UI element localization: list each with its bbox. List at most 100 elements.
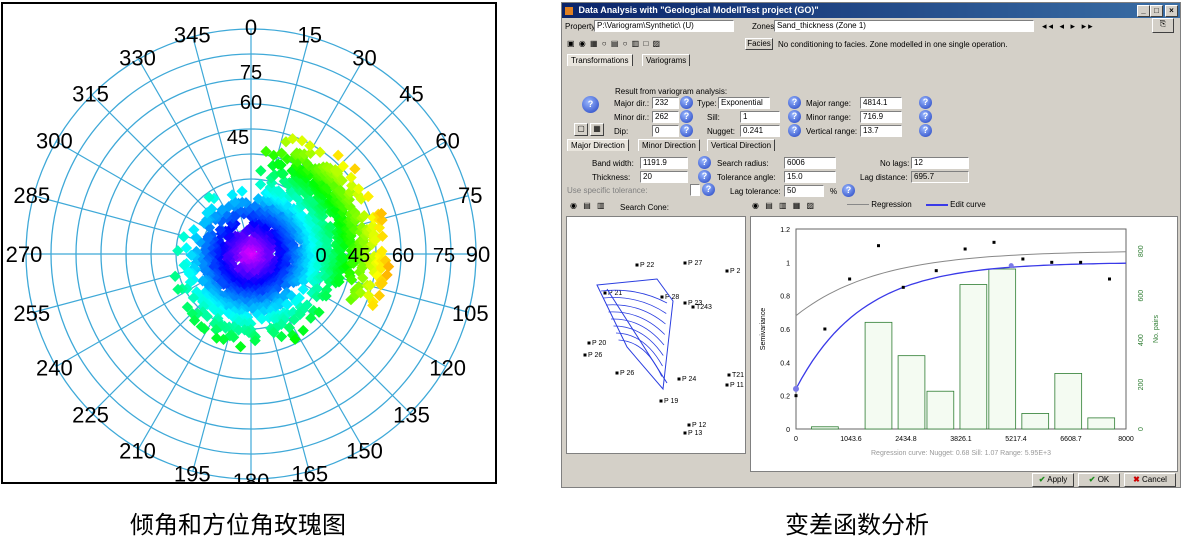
zones-select[interactable]: Sand_thickness (Zone 1) [774, 20, 1034, 32]
well-label: P 20 [592, 340, 606, 347]
rose-point [376, 214, 388, 226]
rose-point [236, 185, 248, 197]
pairs-bar [864, 321, 893, 430]
maximize-button[interactable]: □ [1150, 5, 1163, 17]
well-label: P 24 [682, 376, 696, 383]
rose-point [216, 204, 228, 216]
well-marker [683, 261, 687, 265]
dip-field[interactable]: 0 [652, 125, 679, 137]
tab-transformations[interactable]: Transformations [567, 54, 633, 66]
rose-point [197, 275, 209, 287]
pairs-bar [959, 284, 988, 430]
help-icon[interactable]: ? [698, 156, 711, 169]
thickness-field[interactable]: 20 [640, 171, 688, 183]
band-width-field[interactable]: 1191.9 [640, 157, 688, 169]
cone-axis [606, 288, 668, 384]
pairs-bar [897, 355, 926, 430]
azimuth-label: 0 [245, 15, 257, 40]
help-icon[interactable]: ? [842, 184, 855, 197]
rose-point [358, 210, 370, 222]
ok-button[interactable]: ✔ OK [1078, 473, 1120, 487]
minor-dir-field[interactable]: 262 [652, 111, 679, 123]
help-icon[interactable]: ? [698, 170, 711, 183]
window-titlebar: Data Analysis with "Geological ModellTes… [562, 3, 1180, 18]
regression-curve [795, 251, 1127, 317]
minimize-button[interactable]: _ [1137, 5, 1150, 17]
dip-label: 45 [348, 245, 370, 267]
well-marker [635, 263, 639, 267]
help-icon[interactable]: ? [702, 183, 715, 196]
help-icon[interactable]: ? [680, 124, 693, 137]
help-icon[interactable]: ? [788, 96, 801, 109]
tab-variograms[interactable]: Variograms [642, 54, 691, 66]
cone-toolbar[interactable]: ◉ ▤ ▥ [570, 201, 607, 210]
semivariance-point [848, 277, 852, 281]
use-tolerance-checkbox[interactable] [690, 184, 700, 196]
azimuth-label: 240 [36, 356, 73, 381]
rose-point [201, 207, 213, 219]
rose-point [304, 140, 316, 152]
rose-point [297, 324, 309, 337]
major-range-field[interactable]: 4814.1 [860, 97, 902, 109]
well-label: P 12 [692, 422, 706, 429]
help-icon[interactable]: ? [919, 96, 932, 109]
well-marker [683, 431, 687, 435]
percent-label: % [830, 187, 838, 196]
property-select[interactable]: P:\Variogram\Synthetic\ (U) [594, 20, 734, 32]
search-cone-label: Search Cone: [620, 203, 669, 212]
help-icon[interactable]: ? [919, 124, 932, 137]
export-icon[interactable]: ⎘ [1152, 18, 1174, 33]
cancel-button[interactable]: ✖ Cancel [1124, 473, 1176, 487]
rose-point [172, 245, 184, 257]
semivariance-point [1021, 257, 1025, 261]
sill-field[interactable]: 1 [740, 111, 780, 123]
apply-button[interactable]: ✔ Apply [1032, 473, 1074, 487]
rose-point [210, 332, 223, 344]
help-icon[interactable]: ? [919, 110, 932, 123]
azimuth-label: 225 [72, 403, 109, 428]
y-tick-label: 0.8 [780, 294, 790, 301]
data-analysis-window: Data Analysis with "Geological ModellTes… [561, 2, 1181, 488]
y-axis-label: Semivariance [760, 308, 767, 351]
zone-nav-arrows[interactable]: ◂◂ ◂ ▸ ▸▸ [1042, 21, 1095, 31]
view-toolbar[interactable]: ▣ ◉ ▦ ○ ▤ ○ ▥ □ ▨ [567, 39, 662, 48]
rose-point [275, 330, 288, 343]
rose-point [357, 272, 369, 284]
rose-point [345, 171, 357, 184]
major-dir-field[interactable]: 232 [652, 97, 679, 109]
tolerance-angle-field[interactable]: 15.0 [784, 171, 836, 183]
tab-major-direction[interactable]: Major Direction [567, 139, 629, 151]
table-icon[interactable]: ▦ [590, 123, 604, 136]
property-label: Property: [565, 22, 598, 31]
no-lags-field[interactable]: 12 [911, 157, 969, 169]
rose-point [180, 242, 193, 254]
lag-tolerance-field[interactable]: 50 [784, 185, 824, 197]
help-icon[interactable]: ? [788, 124, 801, 137]
facies-button[interactable]: Facies [745, 38, 773, 50]
help-icon[interactable]: ? [680, 110, 693, 123]
type-select[interactable]: Exponential [718, 97, 770, 109]
close-button[interactable]: × [1165, 5, 1178, 17]
rose-point [178, 231, 190, 243]
azimuth-label: 180 [233, 469, 270, 482]
tab-vertical-direction[interactable]: Vertical Direction [707, 139, 776, 151]
legend-edit-swatch [925, 203, 948, 206]
grid-icon[interactable]: ▢ [574, 123, 588, 136]
major-dir-label: Major dir.: [614, 99, 650, 108]
dip-label: 60 [392, 245, 414, 267]
minor-range-field[interactable]: 716.9 [860, 111, 902, 123]
nugget-field[interactable]: 0.241 [740, 125, 780, 137]
regression-footer: Regression curve: Nugget: 0.68 Sill: 1.0… [871, 450, 1051, 457]
lag-distance-label: Lag distance: [860, 173, 908, 182]
help-icon[interactable]: ? [788, 110, 801, 123]
search-radius-field[interactable]: 6006 [784, 157, 836, 169]
vertical-range-field[interactable]: 13.7 [860, 125, 902, 137]
help-icon[interactable]: ? [680, 96, 693, 109]
rose-point [255, 165, 267, 177]
tab-minor-direction[interactable]: Minor Direction [638, 139, 700, 151]
edit-curve [795, 262, 1127, 390]
help-icon[interactable]: ? [582, 96, 599, 113]
minor-range-label: Minor range: [806, 113, 851, 122]
y-tick-label: 1 [786, 260, 790, 267]
plot-toolbar[interactable]: ◉ ▤ ▥ ▦ ▨ [752, 201, 817, 210]
